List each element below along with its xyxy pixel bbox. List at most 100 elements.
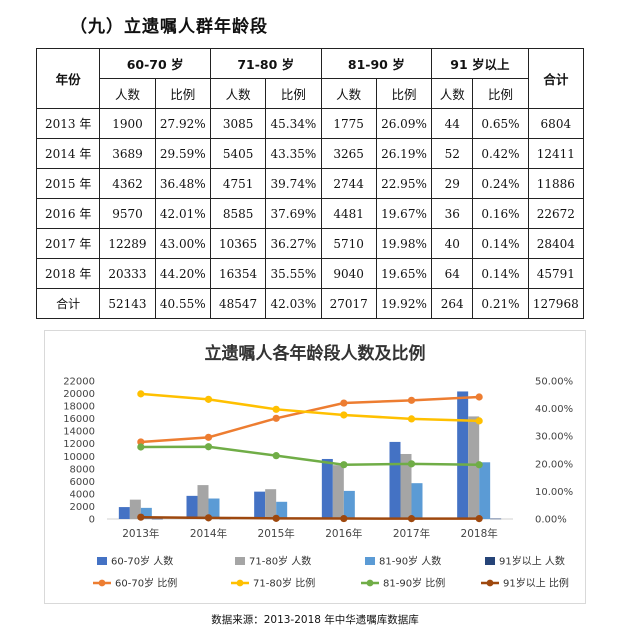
x-axis-tick-label: 2013年 [122, 527, 159, 540]
right-axis-tick-label: 20.00% [535, 459, 573, 470]
series-point [407, 515, 416, 523]
table-cell: 3085 [209, 108, 267, 139]
table-cell: 52143 [99, 288, 156, 319]
table-row: 2015 年 4362 36.48% 4751 39.74% 2744 22.95% 29 0.… [35, 168, 585, 199]
bar [332, 465, 344, 519]
legend-label: 60-70岁 比例 [115, 577, 177, 590]
table-cell: 0.14% [472, 258, 529, 289]
table-cell: 35.55% [265, 258, 322, 289]
x-axis-tick-label: 2015年 [258, 527, 295, 540]
series-point [204, 443, 213, 451]
table-header-row: 年份 60-70 岁 71-80 岁 81-90 岁 91 岁以上 合计 [35, 48, 585, 109]
table-cell: 16354 [209, 258, 267, 289]
bar [389, 441, 401, 519]
table-cell: 37.69% [265, 198, 322, 229]
series-point [272, 414, 280, 422]
left-axis-tick-label: 2000 [70, 502, 95, 513]
series-point [475, 393, 483, 401]
table-cell: 3265 [320, 138, 377, 169]
left-axis-tick-label: 22000 [63, 377, 95, 388]
group-header: 71-80 岁 [209, 48, 322, 79]
bar [457, 391, 469, 519]
legend-swatch [485, 557, 495, 565]
table-row: 2014 年 3689 29.59% 5405 43.35% 3265 26.19% 52 0.… [35, 138, 585, 169]
series-line [140, 445, 480, 467]
row-label: 2013 年 [35, 108, 101, 139]
sub-header-count: 人数 [209, 78, 267, 109]
group-header: 60-70 岁 [99, 48, 211, 79]
x-axis-tick-label: 2018年 [461, 527, 498, 540]
legend-label: 71-80岁 人数 [249, 555, 311, 568]
table-cell: 29.59% [154, 138, 211, 169]
table-cell: 4481 [320, 198, 377, 229]
table-cell: 42.01% [154, 198, 211, 229]
table-cell: 9040 [320, 258, 377, 289]
table-cell: 19.92% [375, 288, 433, 319]
sub-header-ratio: 比例 [265, 78, 322, 109]
table-cell: 29 [431, 168, 474, 199]
right-axis-tick-label: 50.00% [535, 377, 573, 388]
legend-label: 81-90岁 比例 [383, 577, 445, 590]
x-axis-tick-label: 2016年 [325, 527, 362, 540]
table-cell: 12411 [527, 138, 585, 169]
table-row: 合计 52143 40.55% 48547 42.03% 27017 19.92% 264 0.… [35, 288, 585, 319]
row-label: 2018 年 [35, 258, 101, 289]
bar [265, 489, 277, 519]
bar [186, 495, 198, 519]
legend-label: 60-70岁 人数 [111, 555, 173, 568]
table-cell: 26.09% [375, 108, 433, 139]
chart-title: 立遗嘱人各年龄段人数及比例 [205, 343, 426, 364]
left-axis-tick-label: 10000 [63, 452, 95, 463]
series-point [475, 515, 483, 523]
table-cell: 27017 [320, 288, 377, 319]
table-cell: 36.48% [154, 168, 211, 199]
x-axis-tick-label: 2014年 [190, 527, 227, 540]
series-point [272, 452, 280, 460]
legend-marker [486, 579, 494, 587]
legend-swatch [365, 557, 375, 565]
table-cell: 5710 [320, 228, 377, 259]
bar [411, 483, 423, 519]
table-cell: 19.98% [375, 228, 433, 259]
sub-header-count: 人数 [320, 78, 377, 109]
right-axis-tick-label: 0.00% [535, 515, 567, 526]
series-point [137, 443, 145, 451]
sub-header-ratio: 比例 [375, 78, 433, 109]
table-subheader-row: 人数 比例 人数 比例 人数 比例 人数 比例 [37, 78, 584, 109]
table-cell: 52 [431, 138, 474, 169]
table-cell: 22672 [527, 198, 585, 229]
table-cell: 19.67% [375, 198, 433, 229]
series-line [140, 395, 480, 444]
table-cell: 27.92% [154, 108, 211, 139]
series-point [137, 390, 145, 398]
series-point [475, 461, 483, 469]
x-axis-tick-label: 2017年 [393, 527, 430, 540]
left-axis-tick-label: 12000 [63, 439, 95, 450]
table-cell: 0.21% [472, 288, 529, 319]
table-cell: 9570 [99, 198, 156, 229]
table-cell: 43.00% [154, 228, 211, 259]
bar [479, 462, 491, 519]
table-cell: 39.74% [265, 168, 322, 199]
table-cell: 264 [431, 288, 474, 319]
left-axis-tick-label: 4000 [70, 489, 95, 500]
right-axis-tick-label: 30.00% [535, 432, 573, 443]
bar [151, 518, 163, 520]
table-cell: 44 [431, 108, 474, 139]
section-title: （九）立遗嘱人群年龄段 [70, 17, 268, 37]
bar [140, 507, 152, 519]
table-cell: 22.95% [375, 168, 433, 199]
table-cell: 19.65% [375, 258, 433, 289]
table-cell: 0.14% [472, 228, 529, 259]
table-cell: 5405 [209, 138, 267, 169]
legend-label: 81-90岁 人数 [379, 555, 441, 568]
table-cell: 4362 [99, 168, 156, 199]
table-cell: 40 [431, 228, 474, 259]
bar [400, 453, 412, 519]
table-cell: 0.24% [472, 168, 529, 199]
legend-marker [98, 579, 106, 587]
left-axis-tick-label: 18000 [63, 402, 95, 413]
series-point [340, 411, 348, 419]
legend-label: 71-80岁 比例 [253, 577, 315, 590]
series-point [137, 438, 145, 446]
